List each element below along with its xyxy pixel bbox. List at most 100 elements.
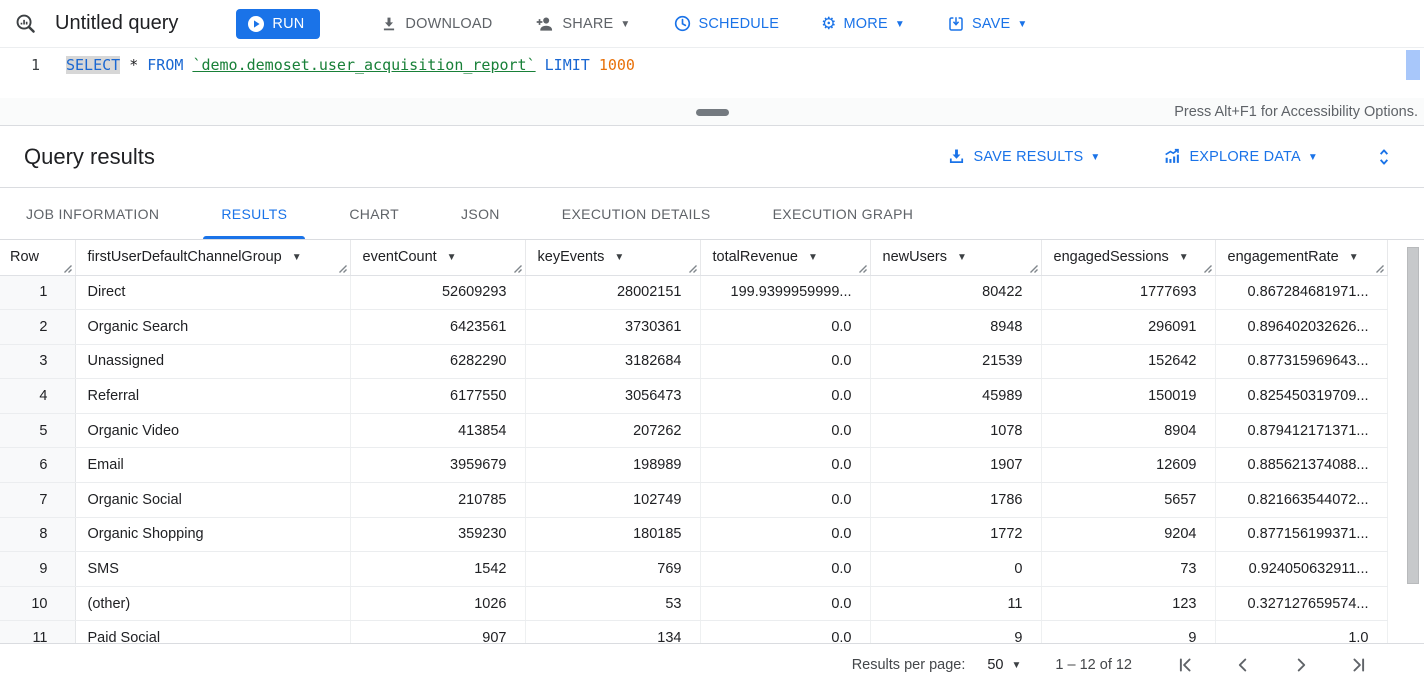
clock-icon: [673, 14, 692, 33]
column-resize-handle[interactable]: [513, 264, 523, 274]
table-row: 3 Unassigned 6282290 3182684 0.0 21539 152642 0…: [0, 344, 1388, 380]
sql-code-line[interactable]: 1 SELECT * FROM `demo.demoset.user_acqui…: [0, 48, 1424, 76]
collapse-results-button[interactable]: [1372, 144, 1396, 170]
column-resize-handle[interactable]: [688, 264, 698, 274]
column-header-eventCount[interactable]: eventCount ▼: [350, 240, 526, 276]
column-menu-icon[interactable]: ▼: [1348, 251, 1359, 263]
column-label: keyEvents: [537, 249, 605, 266]
cell: 0.0: [700, 551, 871, 587]
column-menu-icon[interactable]: ▼: [807, 251, 818, 263]
schedule-button[interactable]: SCHEDULE: [665, 8, 788, 39]
column-resize-handle[interactable]: [1375, 264, 1385, 274]
sql-editor[interactable]: 1 SELECT * FROM `demo.demoset.user_acqui…: [0, 48, 1424, 126]
chart-icon: [1162, 147, 1182, 166]
tab-job-information[interactable]: JOB INFORMATION: [26, 205, 160, 222]
last-page-icon: [1348, 654, 1370, 676]
column-menu-icon[interactable]: ▼: [614, 251, 625, 263]
previous-page-button[interactable]: [1230, 652, 1256, 678]
column-resize-handle[interactable]: [63, 264, 73, 274]
tab-json[interactable]: JSON: [461, 205, 500, 222]
sql-table-reference-link[interactable]: `demo.demoset.user_acquisition_report`: [192, 56, 536, 74]
cell: 73: [1041, 551, 1216, 587]
tab-chart[interactable]: CHART: [349, 205, 400, 222]
cell: 1777693: [1041, 275, 1216, 311]
column-header-totalRevenue[interactable]: totalRevenue ▼: [700, 240, 871, 276]
results-table-region: Row firstUserDefaultChannelGroup ▼ event…: [0, 240, 1424, 643]
download-button[interactable]: DOWNLOAD: [372, 9, 500, 39]
tab-results[interactable]: RESULTS: [203, 188, 306, 239]
cell: 123: [1041, 586, 1216, 622]
cell: 9: [870, 620, 1042, 643]
save-button[interactable]: SAVE ▼: [939, 9, 1036, 39]
cell: 8948: [870, 309, 1042, 345]
cell: 907: [350, 620, 526, 643]
results-scrollbar[interactable]: [1404, 243, 1424, 640]
tab-execution-details[interactable]: EXECUTION DETAILS: [561, 205, 711, 222]
unfold-icon: [1374, 146, 1394, 168]
cell: 0.879412171371...: [1215, 413, 1388, 449]
column-header-keyEvents[interactable]: keyEvents ▼: [525, 240, 701, 276]
cell: Organic Shopping: [75, 517, 351, 553]
results-title: Query results: [24, 143, 155, 169]
chevron-down-icon: ▼: [1017, 18, 1028, 30]
cell: 9: [1041, 620, 1216, 643]
cell: Referral: [75, 378, 351, 414]
column-menu-icon[interactable]: ▼: [446, 251, 457, 263]
column-header-engagedSessions[interactable]: engagedSessions ▼: [1041, 240, 1216, 276]
cell: 0.0: [700, 378, 871, 414]
editor-scrollbar[interactable]: [1406, 50, 1420, 80]
save-results-button[interactable]: SAVE RESULTS ▼: [939, 141, 1108, 172]
cell: 28002151: [525, 275, 701, 311]
column-header-engagementRate[interactable]: engagementRate ▼: [1215, 240, 1388, 276]
more-button[interactable]: ⚙ MORE ▼: [813, 9, 913, 38]
cell: 1542: [350, 551, 526, 587]
cell: 5657: [1041, 482, 1216, 518]
column-menu-icon[interactable]: ▼: [956, 251, 967, 263]
table-row: 2 Organic Search 6423561 3730361 0.0 8948 2960…: [0, 309, 1388, 345]
first-page-button[interactable]: [1172, 652, 1198, 678]
column-resize-handle[interactable]: [858, 264, 868, 274]
run-button[interactable]: RUN: [236, 8, 321, 39]
last-page-button[interactable]: [1346, 652, 1372, 678]
column-header-firstUserDefaultChannelGroup[interactable]: firstUserDefaultChannelGroup ▼: [75, 240, 351, 276]
cell: 0.0: [700, 586, 871, 622]
column-resize-handle[interactable]: [1029, 264, 1039, 274]
cell: 1078: [870, 413, 1042, 449]
cell: 1026: [350, 586, 526, 622]
chevron-down-icon: ▼: [620, 18, 631, 30]
chevron-down-icon: ▼: [894, 18, 905, 30]
cell: 1786: [870, 482, 1042, 518]
chevron-left-icon: [1232, 654, 1254, 676]
column-resize-handle[interactable]: [338, 264, 348, 274]
page-size-select[interactable]: 50 ▼: [987, 656, 1022, 673]
table-row: 7 Organic Social 210785 102749 0.0 1786 5657 0.…: [0, 482, 1388, 518]
share-button[interactable]: SHARE ▼: [526, 8, 638, 39]
cell: 1.0: [1215, 620, 1388, 643]
table-row: 4 Referral 6177550 3056473 0.0 45989 150019 0.8…: [0, 378, 1388, 414]
row-number: 6: [0, 447, 76, 484]
table-row: 10 (other) 1026 53 0.0 11 123 0.327127659574...: [0, 586, 1388, 622]
results-scrollbar-thumb[interactable]: [1407, 247, 1419, 584]
column-menu-icon[interactable]: ▼: [1178, 251, 1189, 263]
cell: Organic Search: [75, 309, 351, 345]
next-page-button[interactable]: [1288, 652, 1314, 678]
cell: 180185: [525, 517, 701, 553]
explore-data-button[interactable]: EXPLORE DATA ▼: [1154, 141, 1326, 172]
query-title[interactable]: Untitled query: [55, 12, 179, 34]
column-label: engagedSessions: [1053, 249, 1169, 266]
cell: 6177550: [350, 378, 526, 414]
table-row: 1 Direct 52609293 28002151 199.9399959999...…: [0, 275, 1388, 311]
splitter-handle[interactable]: [696, 109, 729, 116]
query-editor-toolbar: Untitled query RUN DOWNLOAD SHARE: [0, 0, 1424, 48]
row-number: 11: [0, 620, 76, 643]
cell: Direct: [75, 275, 351, 311]
cell: 413854: [350, 413, 526, 449]
cell: 0.877156199371...: [1215, 517, 1388, 553]
column-menu-icon[interactable]: ▼: [291, 251, 302, 263]
column-resize-handle[interactable]: [1203, 264, 1213, 274]
tab-execution-graph[interactable]: EXECUTION GRAPH: [772, 205, 914, 222]
cell: 45989: [870, 378, 1042, 414]
cell: 6423561: [350, 309, 526, 345]
column-header-newUsers[interactable]: newUsers ▼: [870, 240, 1042, 276]
column-header-Row[interactable]: Row: [0, 240, 76, 276]
